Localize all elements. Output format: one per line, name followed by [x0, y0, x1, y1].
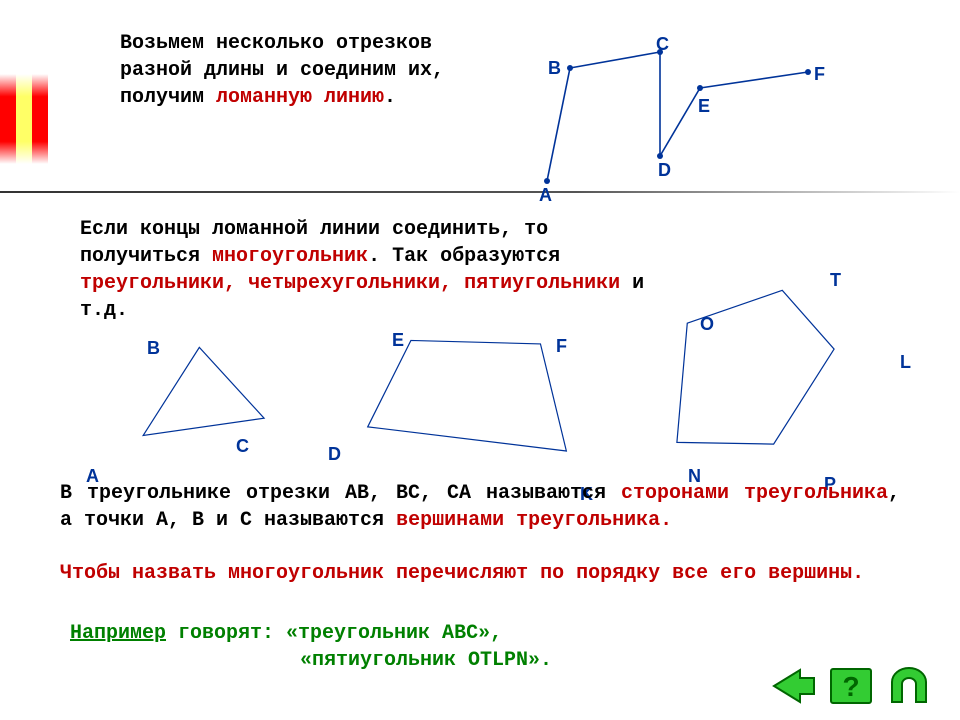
example-paragraph: Например говорят: «треугольник АВС», «пя… — [70, 620, 770, 674]
vertex-label-D: D — [328, 444, 341, 465]
vertex-label-F: F — [814, 64, 825, 85]
vertex-label-O: O — [700, 314, 714, 335]
text: . Так образуются — [368, 245, 560, 268]
emphasis-term: ломанную линию — [216, 86, 384, 109]
prev-button[interactable] — [770, 666, 816, 706]
vertex-label-F: F — [556, 336, 567, 357]
vertex-label-C: C — [656, 34, 669, 55]
slide-decoration — [0, 74, 48, 164]
vertex-label-B: B — [548, 58, 561, 79]
example-line-1: Например говорят: «треугольник АВС», — [70, 620, 770, 647]
example-line-2: «пятиугольник OTLPN». — [70, 647, 770, 674]
text: говорят: «треугольник АВС», — [166, 622, 502, 645]
vertex-label-L: L — [900, 352, 911, 373]
help-button[interactable]: ? — [828, 666, 874, 706]
vertex-label-D: D — [658, 160, 671, 181]
vertex-label-C: C — [236, 436, 249, 457]
svg-text:?: ? — [842, 671, 859, 702]
vertex-label-B: B — [147, 338, 160, 359]
emphasis-term: многоугольник — [212, 245, 368, 268]
example-lead: Например — [70, 622, 166, 645]
sides-vertices-paragraph: В треугольнике отрезки АВ, ВС, СА называ… — [60, 480, 900, 534]
intro-paragraph: Возьмем несколько отрезков разной длины … — [120, 30, 460, 111]
emphasis-term: сторонами треугольника — [621, 482, 888, 505]
vertex-label-E: E — [698, 96, 710, 117]
text: . — [384, 86, 396, 109]
text: Чтобы назвать многоугольник перечисляют … — [60, 562, 864, 585]
emphasis-term: вершинами треугольника. — [396, 509, 672, 532]
naming-rule-paragraph: Чтобы назвать многоугольник перечисляют … — [60, 560, 900, 587]
text: В треугольнике отрезки АВ, ВС, СА называ… — [60, 482, 621, 505]
polygons-diagram: ABCDEFKNOTLP — [60, 280, 900, 470]
vertex-label-E: E — [392, 330, 404, 351]
next-button[interactable] — [886, 666, 932, 706]
polyline-diagram: ABCDEF — [490, 40, 860, 200]
vertex-label-T: T — [830, 270, 841, 291]
vertex-label-A: A — [539, 185, 552, 206]
